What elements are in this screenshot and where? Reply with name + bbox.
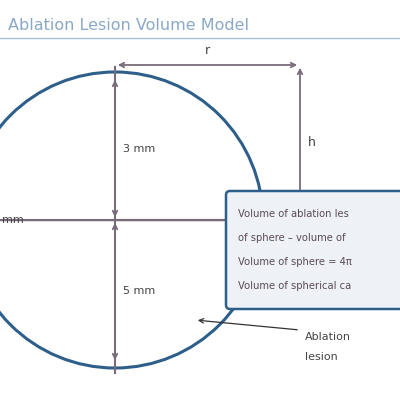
Text: Volume of ablation les: Volume of ablation les bbox=[238, 209, 349, 219]
Text: lesion: lesion bbox=[305, 352, 338, 362]
Text: Ablation: Ablation bbox=[305, 332, 351, 342]
Text: 3 mm: 3 mm bbox=[123, 144, 155, 154]
Text: Volume of spherical ca: Volume of spherical ca bbox=[238, 281, 351, 291]
FancyBboxPatch shape bbox=[226, 191, 400, 309]
Text: Volume of sphere = 4π: Volume of sphere = 4π bbox=[238, 257, 352, 267]
Text: mm: mm bbox=[2, 215, 24, 225]
Text: h: h bbox=[308, 136, 316, 149]
Text: Ablation Lesion Volume Model: Ablation Lesion Volume Model bbox=[8, 18, 249, 33]
Text: r: r bbox=[205, 44, 210, 57]
Text: of sphere – volume of: of sphere – volume of bbox=[238, 233, 346, 243]
Text: 5 mm: 5 mm bbox=[123, 286, 155, 296]
